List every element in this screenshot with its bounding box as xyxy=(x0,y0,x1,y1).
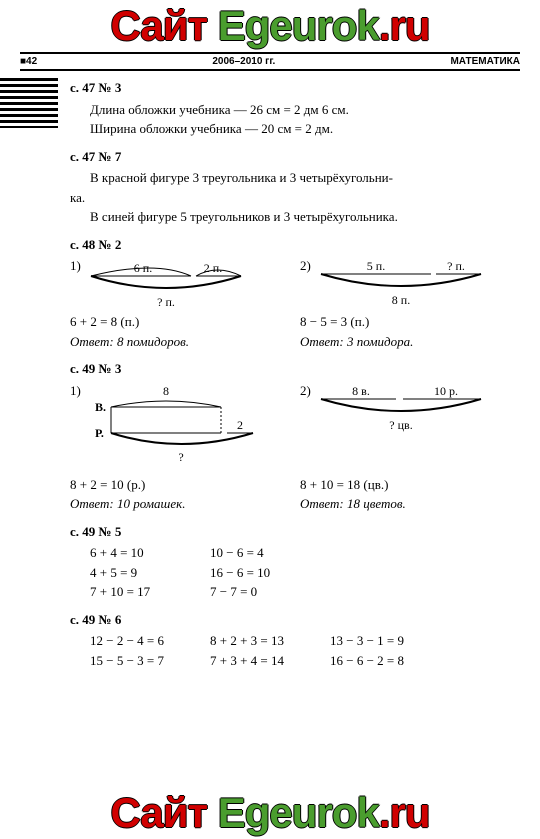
diagram-lens: 6 п. 2 п. ? п. xyxy=(81,260,251,308)
answer: Ответ: 3 помидора. xyxy=(300,332,520,352)
problem-2: 2) 5 п. ? п. 8 п. 8 − 5 = 3 (п.) Ответ: … xyxy=(300,256,520,351)
page-number: ■42 xyxy=(20,56,37,67)
body-line: ка. xyxy=(70,188,520,208)
body-line: В синей фигуре 5 треугольников и 3 четыр… xyxy=(90,207,520,227)
answer: Ответ: 10 ромашек. xyxy=(70,494,290,514)
diagram-bar: 8 В. Р. 2 ? xyxy=(81,385,261,465)
equation: 6 + 4 = 10 xyxy=(90,543,190,563)
diagram-lens: 8 в. 10 р. ? цв. xyxy=(311,385,491,433)
section-48-2: с. 48 № 2 1) 6 п. 2 п. ? п. 6 + 2 = 8 (п xyxy=(70,235,520,352)
equation: 13 − 3 − 1 = 9 xyxy=(330,631,430,651)
section-title: с. 47 № 7 xyxy=(70,147,520,167)
section-title: с. 49 № 3 xyxy=(70,359,520,379)
section-title: с. 49 № 5 xyxy=(70,522,520,542)
equation: 7 − 7 = 0 xyxy=(210,582,310,602)
answer: Ответ: 8 помидоров. xyxy=(70,332,290,352)
body-line: Ширина обложки учебника — 20 см = 2 дм. xyxy=(90,119,520,139)
svg-text:? п.: ? п. xyxy=(157,295,175,308)
label: 2) xyxy=(300,381,311,437)
year-range: 2006–2010 гг. xyxy=(212,56,275,67)
body-line: В красной фигуре 3 треугольника и 3 четы… xyxy=(90,168,520,188)
subject: МАТЕМАТИКА xyxy=(450,56,520,67)
svg-text:8 в.: 8 в. xyxy=(352,385,370,398)
svg-text:В.: В. xyxy=(95,400,106,414)
page-content: с. 47 № 3 Длина обложки учебника — 26 см… xyxy=(70,78,520,779)
equation: 10 − 6 = 4 xyxy=(210,543,310,563)
problem-1: 1) 6 п. 2 п. ? п. 6 + 2 = 8 (п.) Ответ: … xyxy=(70,256,290,351)
equation: 7 + 3 + 4 = 14 xyxy=(210,651,310,671)
equation: 8 + 2 = 10 (р.) xyxy=(70,475,290,495)
section-47-7: с. 47 № 7 В красной фигуре 3 треугольник… xyxy=(70,147,520,227)
problem-1: 1) 8 В. Р. 2 ? xyxy=(70,381,290,514)
body-line: Длина обложки учебника — 26 см = 2 дм 6 … xyxy=(90,100,520,120)
label: 2) xyxy=(300,256,311,312)
equation: 8 + 2 + 3 = 13 xyxy=(210,631,310,651)
section-title: с. 49 № 6 xyxy=(70,610,520,630)
svg-text:?: ? xyxy=(178,450,183,464)
svg-text:2 п.: 2 п. xyxy=(204,261,222,275)
svg-text:8 п.: 8 п. xyxy=(392,293,410,307)
label: 1) xyxy=(70,256,81,312)
equation: 16 − 6 = 10 xyxy=(210,563,310,583)
diagram-lens: 5 п. ? п. 8 п. xyxy=(311,260,491,308)
problem-2: 2) 8 в. 10 р. ? цв. 8 + 10 = 18 (цв.) От… xyxy=(300,381,520,514)
section-49-5: с. 49 № 5 6 + 4 = 10 10 − 6 = 4 4 + 5 = 9… xyxy=(70,522,520,602)
svg-text:? п.: ? п. xyxy=(447,260,465,273)
svg-text:5 п.: 5 п. xyxy=(367,260,385,273)
watermark-bottom: Сайт Egeurok.ru xyxy=(0,789,540,837)
section-47-3: с. 47 № 3 Длина обложки учебника — 26 см… xyxy=(70,78,520,139)
section-49-3: с. 49 № 3 1) 8 В. Р. 2 xyxy=(70,359,520,514)
section-title: с. 47 № 3 xyxy=(70,78,520,98)
label: 1) xyxy=(70,381,81,469)
answer: Ответ: 18 цветов. xyxy=(300,494,520,514)
equation: 16 − 6 − 2 = 8 xyxy=(330,651,430,671)
section-49-6: с. 49 № 6 12 − 2 − 4 = 6 8 + 2 + 3 = 13 13… xyxy=(70,610,520,671)
svg-text:2: 2 xyxy=(237,418,243,432)
equation: 8 + 10 = 18 (цв.) xyxy=(300,475,520,495)
section-title: с. 48 № 2 xyxy=(70,235,520,255)
equation: 15 − 5 − 3 = 7 xyxy=(90,651,190,671)
decorative-stripes xyxy=(0,78,58,128)
page-header: ■42 2006–2010 гг. МАТЕМАТИКА xyxy=(20,52,520,71)
equation: 8 − 5 = 3 (п.) xyxy=(300,312,520,332)
svg-text:8: 8 xyxy=(163,385,169,398)
equation: 6 + 2 = 8 (п.) xyxy=(70,312,290,332)
equation: 7 + 10 = 17 xyxy=(90,582,190,602)
svg-text:10 р.: 10 р. xyxy=(434,385,458,398)
equation: 4 + 5 = 9 xyxy=(90,563,190,583)
watermark-top: Сайт Egeurok.ru xyxy=(0,2,540,50)
equation: 12 − 2 − 4 = 6 xyxy=(90,631,190,651)
svg-text:Р.: Р. xyxy=(95,426,104,440)
svg-text:? цв.: ? цв. xyxy=(389,418,412,432)
